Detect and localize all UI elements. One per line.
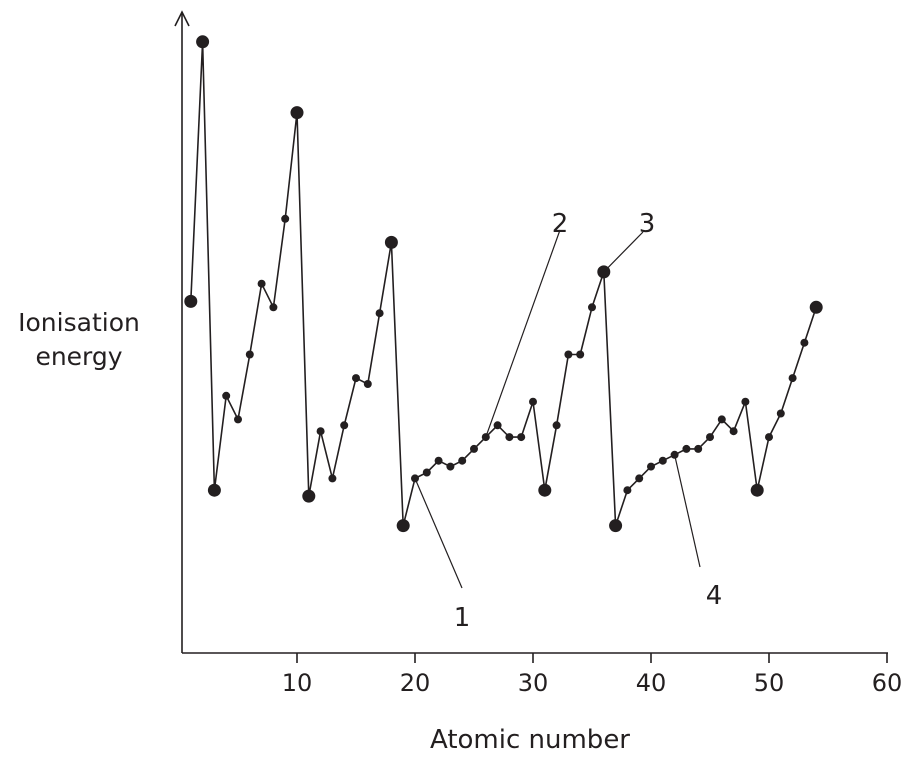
- data-point: [493, 421, 502, 430]
- y-axis-label-line-1: Ionisation: [18, 308, 140, 337]
- data-point-large: [290, 106, 304, 120]
- data-point: [623, 486, 632, 495]
- x-axis-label: Atomic number: [429, 725, 630, 755]
- data-point: [800, 338, 809, 347]
- data-point-large: [196, 35, 210, 49]
- data-point: [694, 444, 703, 453]
- data-point: [375, 309, 384, 318]
- axes: [174, 10, 888, 654]
- data-point: [765, 433, 773, 442]
- data-point: [269, 303, 278, 312]
- annotation-leader-1: [414, 478, 463, 589]
- annotation-leader-2: [485, 229, 561, 438]
- data-point: [222, 391, 231, 400]
- y-axis-label: Ionisation energy: [4, 306, 154, 374]
- data-point: [658, 456, 667, 465]
- annotation-leader-3: [603, 231, 644, 273]
- data-point: [422, 468, 431, 477]
- data-point: [434, 456, 443, 465]
- x-tick-label: 20: [400, 669, 431, 697]
- data-point: [576, 350, 585, 359]
- x-tick-label: 30: [518, 669, 549, 697]
- data-point: [446, 462, 455, 471]
- data-point: [458, 456, 467, 465]
- data-point: [717, 415, 726, 424]
- data-point: [328, 474, 337, 483]
- data-point: [588, 303, 596, 312]
- data-point: [635, 474, 644, 483]
- data-point: [340, 421, 349, 430]
- x-tick-label: 10: [282, 669, 313, 697]
- annotation-label-3: 3: [639, 209, 656, 239]
- data-point: [352, 374, 360, 383]
- data-point: [281, 214, 290, 223]
- data-point: [363, 380, 372, 388]
- data-series: [184, 35, 823, 533]
- data-point: [245, 350, 254, 359]
- data-point-large: [538, 483, 552, 497]
- data-point: [647, 462, 655, 471]
- data-point: [776, 409, 785, 418]
- annotations: 1 2 3 4: [414, 209, 723, 633]
- data-point: [788, 374, 797, 383]
- annotation-label-4: 4: [706, 581, 723, 611]
- data-point-large: [302, 489, 316, 503]
- data-point: [729, 427, 738, 436]
- data-point: [257, 279, 266, 288]
- data-point-large: [396, 519, 410, 533]
- data-point: [517, 433, 526, 442]
- data-point: [741, 397, 750, 406]
- data-point-large: [609, 519, 623, 533]
- data-point-large: [384, 235, 398, 249]
- y-axis-label-line-2: energy: [35, 342, 123, 371]
- y-axis-arrow: [174, 10, 190, 27]
- data-point: [706, 433, 714, 442]
- data-point-large: [207, 483, 221, 497]
- annotation-leader-4: [674, 454, 701, 568]
- data-point: [470, 444, 478, 453]
- data-point-large: [750, 483, 764, 497]
- x-tick-label: 60: [872, 669, 902, 697]
- data-point: [529, 397, 537, 406]
- annotation-label-2: 2: [552, 209, 569, 239]
- data-point: [564, 350, 573, 359]
- data-point: [505, 433, 514, 442]
- x-tick-label: 40: [636, 669, 667, 697]
- annotation-label-1: 1: [454, 603, 471, 633]
- data-point-large: [184, 294, 198, 308]
- x-axis-ticks: 10 20 30 40 50 60: [282, 653, 902, 697]
- data-point: [316, 427, 325, 436]
- series-line: [190, 40, 817, 527]
- x-tick-label: 50: [754, 669, 785, 697]
- data-point: [234, 415, 242, 424]
- data-point: [552, 421, 561, 430]
- data-point: [682, 444, 691, 453]
- data-point-large: [809, 300, 823, 314]
